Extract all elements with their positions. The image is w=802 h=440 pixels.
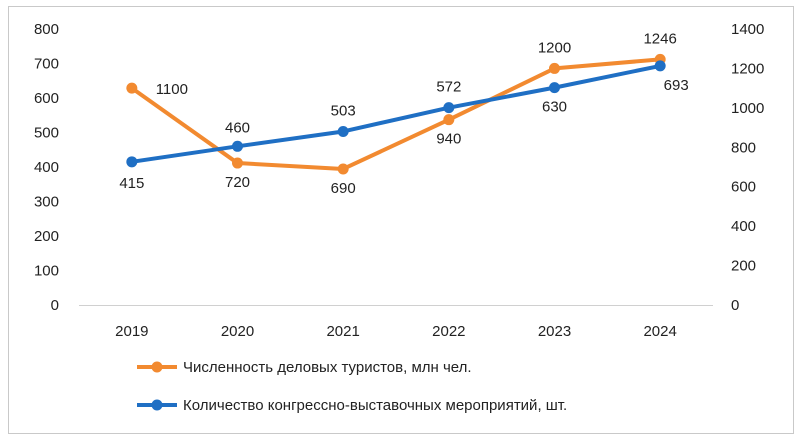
data-point-1-2019 (126, 82, 138, 94)
y-right-tick-label: 0 (731, 297, 739, 314)
y-left-tick-label: 600 (34, 90, 59, 107)
y-right-tick-label: 1000 (731, 100, 764, 117)
series-line-2 (129, 63, 663, 164)
y-right-tick-label: 400 (731, 218, 756, 235)
data-point-2-2023 (549, 82, 560, 94)
data-label-1-2022: 940 (436, 131, 461, 148)
data-label-1-2024: 1246 (643, 30, 676, 47)
y-right-tick-label: 600 (731, 179, 756, 196)
series-1 (126, 53, 666, 175)
data-point-1-2020 (232, 157, 243, 169)
x-tick-label-2022: 2022 (432, 323, 465, 340)
data-label-1-2021: 690 (331, 180, 356, 197)
x-tick-label-2019: 2019 (115, 323, 148, 340)
y-left-tick-label: 400 (34, 159, 59, 176)
legend-item-1: Численность деловых туристов, млн чел. (137, 359, 472, 376)
data-label-1-2020: 720 (225, 174, 250, 191)
legend: Численность деловых туристов, млн чел. Ко… (137, 359, 567, 414)
legend-item-2: Количество конгрессно-выставочных меропр… (137, 397, 567, 414)
data-labels: 1100 720 690 940 1200 1246 415 460 503 572 630 693 (119, 30, 688, 197)
data-label-2-2024: 693 (664, 77, 689, 94)
legend-swatch-marker (151, 399, 163, 411)
x-tick-label-2023: 2023 (538, 323, 571, 340)
data-point-1-2023 (549, 62, 560, 74)
y-left-tick-label: 0 (51, 297, 59, 314)
chart-frame: 2019 2020 2021 2022 2023 2024 0 100 200 300 400 50… (8, 6, 794, 434)
y-right-tick-label: 800 (731, 139, 756, 156)
legend-swatch-marker (151, 361, 163, 373)
y-right-tick-label: 1400 (731, 21, 764, 38)
data-point-2-2020 (232, 140, 243, 152)
x-tick-label-2021: 2021 (326, 323, 359, 340)
y-left-tick-label: 800 (34, 21, 59, 38)
data-label-1-2023: 1200 (538, 39, 571, 56)
y-axis-right: 0 200 400 600 800 1000 1200 1400 (731, 21, 764, 314)
legend-label-2: Количество конгрессно-выставочных меропр… (183, 397, 567, 414)
y-left-tick-label: 500 (34, 125, 59, 142)
series-line-1 (129, 57, 663, 171)
data-point-2-2022 (443, 102, 455, 114)
y-axis-left: 0 100 200 300 400 500 600 700 800 (34, 21, 59, 314)
data-label-1-2019: 1100 (156, 81, 188, 98)
y-left-tick-label: 700 (34, 56, 59, 73)
data-label-2-2020: 460 (225, 119, 250, 136)
data-point-2-2021 (337, 125, 349, 137)
data-label-2-2022: 572 (436, 79, 461, 96)
data-point-1-2022 (443, 114, 455, 126)
data-point-2-2019 (126, 156, 138, 168)
data-label-2-2021: 503 (331, 102, 356, 119)
y-left-tick-label: 300 (34, 194, 59, 211)
data-point-1-2021 (337, 163, 349, 175)
y-right-tick-label: 200 (731, 258, 756, 275)
data-point-2-2024 (654, 60, 666, 72)
data-label-2-2019: 415 (119, 175, 144, 192)
chart-svg: 2019 2020 2021 2022 2023 2024 0 100 200 300 400 50… (34, 21, 764, 414)
x-axis-ticks: 2019 2020 2021 2022 2023 2024 (115, 323, 677, 340)
y-left-tick-label: 200 (34, 228, 59, 245)
y-right-tick-label: 1200 (731, 60, 764, 77)
x-tick-label-2024: 2024 (643, 323, 676, 340)
y-left-tick-label: 100 (34, 263, 59, 280)
legend-label-1: Численность деловых туристов, млн чел. (183, 359, 472, 376)
series-layer (126, 53, 666, 175)
series-2 (126, 60, 666, 168)
data-label-2-2023: 630 (542, 99, 567, 116)
x-tick-label-2020: 2020 (221, 323, 254, 340)
